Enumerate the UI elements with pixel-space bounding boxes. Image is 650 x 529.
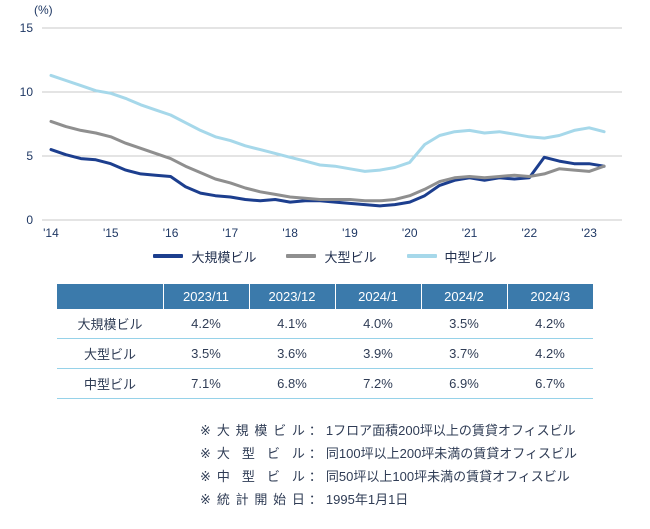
- vacancy-chart-svg: (%) 0 5 10 15 '14 '15 '16 '17 '18 '19 '20 '21 '22 '23: [20, 3, 622, 240]
- value-cell: 3.7%: [421, 338, 507, 369]
- svg-text:'19: '19: [342, 226, 358, 240]
- note-stats-start: ※ 統計開始日： 1995年1月1日: [200, 488, 650, 511]
- value-cell: 3.6%: [249, 338, 335, 369]
- note-large-scale: ※ 大規模ビル： 1フロア面積200坪以上の賃貸オフィスビル: [200, 419, 650, 442]
- row-label: 大規模ビル: [57, 309, 163, 339]
- large-scale-line-swatch: [153, 254, 184, 258]
- value-cell: 3.5%: [421, 309, 507, 339]
- svg-text:'21: '21: [462, 226, 478, 240]
- svg-text:0: 0: [26, 213, 33, 227]
- note-marker: ※: [200, 446, 211, 461]
- note-separator: ：: [308, 446, 322, 461]
- svg-text:5: 5: [26, 149, 33, 163]
- note-text: 1995年1月1日: [325, 492, 409, 507]
- header-cell-month: 2024/3: [506, 284, 593, 309]
- note-label: 統計開始日: [216, 492, 305, 507]
- value-cell: 3.9%: [335, 338, 421, 369]
- medium-line-swatch: [406, 254, 437, 258]
- table-row: 大規模ビル 4.2% 4.1% 4.0% 3.5% 4.2%: [57, 309, 593, 339]
- vacancy-rate-chart: (%) 0 5 10 15 '14 '15 '16 '17 '18 '19 '20 '21 '22 '23: [0, 0, 650, 242]
- value-cell: 6.9%: [421, 368, 507, 399]
- legend-item-large-scale: 大規模ビル: [153, 247, 256, 266]
- note-marker: ※: [200, 423, 211, 438]
- value-cell: 4.2%: [507, 338, 593, 369]
- header-cell-month: 2024/2: [420, 284, 507, 309]
- value-cell: 4.2%: [507, 309, 593, 339]
- header-cell-empty: [57, 284, 163, 309]
- legend-label: 中型ビル: [444, 249, 497, 265]
- legend-label: 大型ビル: [324, 249, 377, 265]
- header-cell-month: 2024/1: [334, 284, 421, 309]
- value-cell: 7.2%: [335, 368, 421, 399]
- value-cell: 6.8%: [249, 368, 335, 399]
- legend-item-medium: 中型ビル: [406, 247, 497, 266]
- svg-text:'23: '23: [581, 226, 597, 240]
- vacancy-table-wrap: 2023/11 2023/12 2024/1 2024/2 2024/3 大規模…: [57, 284, 650, 399]
- legend-item-large: 大型ビル: [286, 247, 377, 266]
- row-label: 大型ビル: [57, 338, 163, 369]
- note-separator: ：: [308, 492, 322, 507]
- vacancy-table: 2023/11 2023/12 2024/1 2024/2 2024/3 大規模…: [57, 284, 593, 399]
- value-cell: 7.1%: [163, 368, 249, 399]
- note-label: 大型ビル: [216, 446, 305, 461]
- note-label: 大規模ビル: [216, 423, 305, 438]
- header-cell-month: 2023/11: [162, 284, 249, 309]
- footnotes: ※ 大規模ビル： 1フロア面積200坪以上の賃貸オフィスビル ※ 大型ビル：同100坪…: [200, 419, 650, 511]
- note-label: 中型ビル: [216, 469, 305, 484]
- note-separator: ：: [308, 423, 322, 438]
- legend-label: 大規模ビル: [191, 249, 257, 265]
- svg-text:10: 10: [20, 85, 34, 99]
- note-medium: ※ 中型ビル：同50坪以上100坪未満の賃貸オフィスビル: [200, 465, 650, 488]
- svg-text:'14: '14: [43, 226, 59, 240]
- svg-text:'16: '16: [163, 226, 179, 240]
- svg-text:'18: '18: [282, 226, 298, 240]
- note-separator: ：: [308, 469, 322, 484]
- svg-text:'22: '22: [521, 226, 537, 240]
- note-large: ※ 大型ビル：同100坪以上200坪未満の賃貸オフィスビル: [200, 442, 650, 465]
- value-cell: 6.7%: [507, 368, 593, 399]
- chart-legend: 大規模ビル 大型ビル 中型ビル: [0, 244, 650, 268]
- svg-text:'17: '17: [223, 226, 239, 240]
- svg-text:15: 15: [20, 21, 34, 35]
- note-text: 1フロア面積200坪以上の賃貸オフィスビル: [325, 423, 576, 438]
- note-text: 同50坪以上100坪未満の賃貸オフィスビル: [325, 469, 570, 484]
- svg-text:(%): (%): [34, 3, 53, 17]
- row-label: 中型ビル: [57, 368, 163, 399]
- note-marker: ※: [200, 492, 211, 507]
- value-cell: 4.2%: [163, 309, 249, 339]
- note-marker: ※: [200, 469, 211, 484]
- value-cell: 4.1%: [249, 309, 335, 339]
- table-header-row: 2023/11 2023/12 2024/1 2024/2 2024/3: [57, 284, 593, 309]
- table-row: 中型ビル 7.1% 6.8% 7.2% 6.9% 6.7%: [57, 368, 593, 399]
- header-cell-month: 2023/12: [248, 284, 335, 309]
- large-line-swatch: [286, 254, 317, 258]
- svg-text:'15: '15: [103, 226, 119, 240]
- value-cell: 4.0%: [335, 309, 421, 339]
- note-text: 同100坪以上200坪未満の賃貸オフィスビル: [325, 446, 578, 461]
- value-cell: 3.5%: [163, 338, 249, 369]
- svg-text:'20: '20: [402, 226, 418, 240]
- table-row: 大型ビル 3.5% 3.6% 3.9% 3.7% 4.2%: [57, 338, 593, 369]
